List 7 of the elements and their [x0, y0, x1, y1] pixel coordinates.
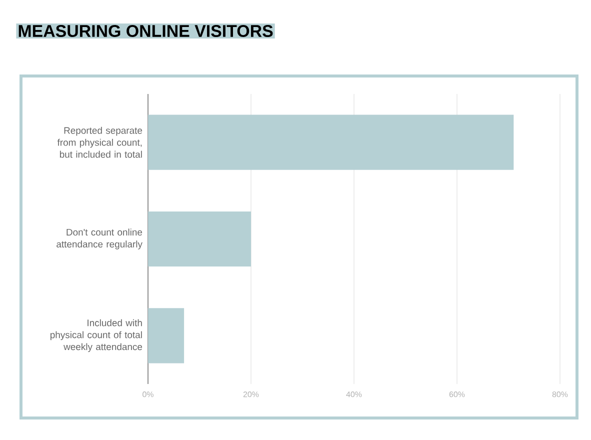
chart-title: MEASURING ONLINE VISITORS: [18, 24, 273, 37]
bar: [148, 308, 184, 364]
bar: [148, 211, 251, 267]
y-tick-label: Don't count online attendance regularly: [56, 228, 142, 250]
y-tick-label: Included with physical count of total weekly attendance: [50, 319, 142, 352]
bar: [148, 114, 514, 170]
y-tick-label: Reported separate from physical count, but included in total: [57, 126, 142, 158]
